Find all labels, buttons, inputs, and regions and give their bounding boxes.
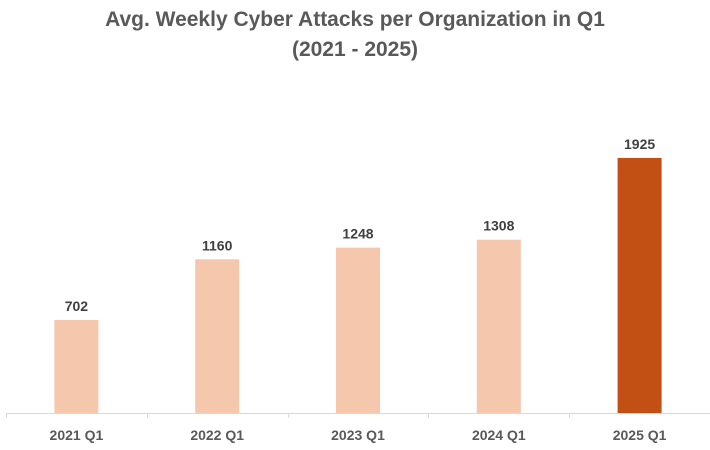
bar bbox=[617, 157, 662, 413]
chart-title-line-2: (2021 - 2025) bbox=[291, 38, 419, 61]
data-label: 1925 bbox=[624, 136, 655, 152]
data-label: 1248 bbox=[342, 226, 373, 242]
x-tick-label: 2021 Q1 bbox=[50, 427, 104, 443]
data-label: 1160 bbox=[202, 237, 233, 253]
chart-title-line-1: Avg. Weekly Cyber Attacks per Organizati… bbox=[105, 8, 605, 31]
x-tick-label: 2022 Q1 bbox=[190, 427, 244, 443]
x-tick-label: 2024 Q1 bbox=[472, 427, 526, 443]
bar bbox=[195, 259, 240, 413]
data-label: 1308 bbox=[483, 218, 514, 234]
x-tick-label: 2023 Q1 bbox=[331, 427, 385, 443]
bar bbox=[336, 247, 380, 413]
data-label: 702 bbox=[65, 298, 89, 314]
bar bbox=[476, 239, 521, 413]
x-tick-label: 2025 Q1 bbox=[613, 427, 667, 443]
bar bbox=[54, 319, 99, 413]
